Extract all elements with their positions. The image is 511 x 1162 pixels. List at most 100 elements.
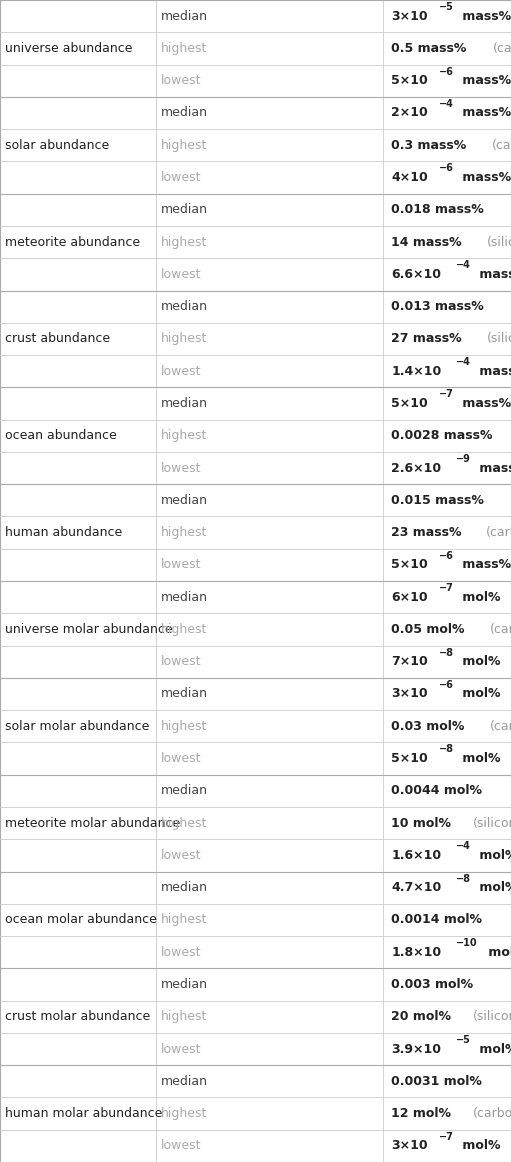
Text: median: median [161,881,208,894]
Text: mol%: mol% [475,849,511,862]
Text: ocean abundance: ocean abundance [5,429,117,443]
Text: mol%: mol% [458,752,500,765]
Text: 0.015 mass%: 0.015 mass% [391,494,484,507]
Text: mass%: mass% [458,559,511,572]
Text: 12 mol%: 12 mol% [391,1107,451,1120]
Text: lowest: lowest [161,752,201,765]
Text: median: median [161,494,208,507]
Text: median: median [161,203,208,216]
Text: 0.0014 mol%: 0.0014 mol% [391,913,482,926]
Text: 0.05 mol%: 0.05 mol% [391,623,464,636]
Text: 1.4×10: 1.4×10 [391,365,442,378]
Text: median: median [161,9,208,22]
Text: 5×10: 5×10 [391,397,428,410]
Text: mass%: mass% [458,107,511,120]
Text: (silicon): (silicon) [473,817,511,830]
Text: crust abundance: crust abundance [5,332,110,345]
Text: human molar abundance: human molar abundance [5,1107,162,1120]
Text: highest: highest [161,1107,207,1120]
Text: (carbon): (carbon) [490,623,511,636]
Text: 3×10: 3×10 [391,9,428,22]
Text: mass%: mass% [458,397,511,410]
Text: 2×10: 2×10 [391,107,428,120]
Text: lowest: lowest [161,559,201,572]
Text: mass%: mass% [458,9,511,22]
Text: 7×10: 7×10 [391,655,428,668]
Text: universe abundance: universe abundance [5,42,132,55]
Text: highest: highest [161,719,207,733]
Text: −4: −4 [456,260,471,271]
Text: highest: highest [161,42,207,55]
Text: 23 mass%: 23 mass% [391,526,462,539]
Text: lowest: lowest [161,461,201,474]
Text: highest: highest [161,429,207,443]
Text: highest: highest [161,138,207,152]
Text: (carbon): (carbon) [473,1107,511,1120]
Text: median: median [161,590,208,603]
Text: −6: −6 [438,551,454,561]
Text: 0.03 mol%: 0.03 mol% [391,719,464,733]
Text: 3×10: 3×10 [391,1140,428,1153]
Text: universe molar abundance: universe molar abundance [5,623,173,636]
Text: 1.6×10: 1.6×10 [391,849,442,862]
Text: median: median [161,107,208,120]
Text: median: median [161,397,208,410]
Text: highest: highest [161,332,207,345]
Text: 0.018 mass%: 0.018 mass% [391,203,484,216]
Text: mass%: mass% [475,461,511,474]
Text: mol%: mol% [484,946,511,959]
Text: 0.013 mass%: 0.013 mass% [391,300,484,313]
Text: mass%: mass% [475,365,511,378]
Text: meteorite abundance: meteorite abundance [5,236,140,249]
Text: highest: highest [161,526,207,539]
Text: mol%: mol% [458,590,500,603]
Text: 1.8×10: 1.8×10 [391,946,442,959]
Text: 5×10: 5×10 [391,752,428,765]
Text: −6: −6 [438,66,454,77]
Text: ocean molar abundance: ocean molar abundance [5,913,157,926]
Text: (carbon): (carbon) [492,138,511,152]
Text: −6: −6 [438,164,454,173]
Text: 0.3 mass%: 0.3 mass% [391,138,467,152]
Text: lowest: lowest [161,1042,201,1055]
Text: 4×10: 4×10 [391,171,428,184]
Text: −4: −4 [456,841,471,852]
Text: −6: −6 [438,680,453,690]
Text: 2.6×10: 2.6×10 [391,461,442,474]
Text: human abundance: human abundance [5,526,122,539]
Text: 0.003 mol%: 0.003 mol% [391,978,473,991]
Text: highest: highest [161,623,207,636]
Text: −8: −8 [438,647,454,658]
Text: 10 mol%: 10 mol% [391,817,451,830]
Text: mol%: mol% [458,688,500,701]
Text: 0.0031 mol%: 0.0031 mol% [391,1075,482,1088]
Text: lowest: lowest [161,171,201,184]
Text: mass%: mass% [458,74,511,87]
Text: −10: −10 [456,938,478,948]
Text: 3.9×10: 3.9×10 [391,1042,442,1055]
Text: 0.0044 mol%: 0.0044 mol% [391,784,482,797]
Text: 5×10: 5×10 [391,74,428,87]
Text: −4: −4 [438,99,454,109]
Text: −5: −5 [456,1035,471,1045]
Text: 27 mass%: 27 mass% [391,332,462,345]
Text: 0.5 mass%: 0.5 mass% [391,42,467,55]
Text: −8: −8 [438,745,454,754]
Text: −7: −7 [438,389,454,400]
Text: lowest: lowest [161,849,201,862]
Text: (silicon): (silicon) [486,332,511,345]
Text: mass%: mass% [475,268,511,281]
Text: −5: −5 [438,2,453,12]
Text: lowest: lowest [161,74,201,87]
Text: median: median [161,978,208,991]
Text: mass%: mass% [458,171,511,184]
Text: (silicon): (silicon) [486,236,511,249]
Text: (silicon): (silicon) [473,1010,511,1024]
Text: median: median [161,784,208,797]
Text: median: median [161,1075,208,1088]
Text: 6×10: 6×10 [391,590,428,603]
Text: lowest: lowest [161,655,201,668]
Text: lowest: lowest [161,268,201,281]
Text: 0.0028 mass%: 0.0028 mass% [391,429,493,443]
Text: −7: −7 [438,583,453,593]
